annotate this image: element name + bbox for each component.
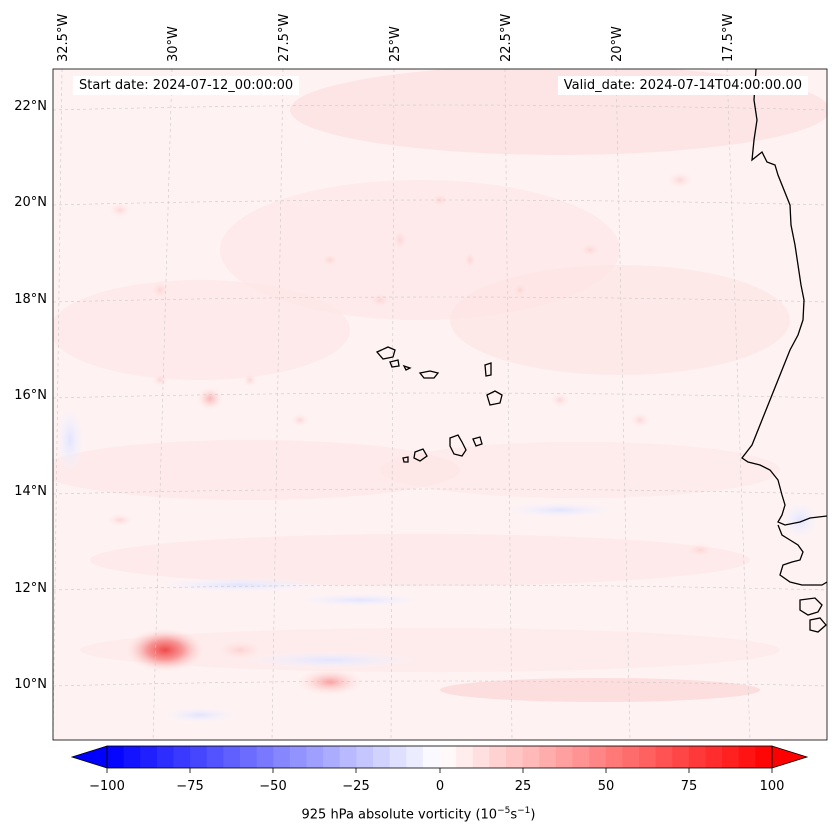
cb-tick-label: −50 [259, 779, 286, 794]
colorbar-cell [555, 746, 573, 768]
longitude-labels: 32.5°W 30°W 27.5°W 25°W 22.5°W 20°W 17.5… [56, 14, 736, 62]
colorbar-cell [356, 746, 374, 768]
colorbar-cell [406, 746, 424, 768]
colorbar-cell [589, 746, 607, 768]
cb-tick-label: −100 [89, 779, 125, 794]
cabo-verde-islands [375, 346, 503, 463]
colorbar-cell [190, 746, 208, 768]
colorbar-cell [688, 746, 706, 768]
colorbar-cell [206, 746, 224, 768]
cb-tick-label: 75 [681, 779, 698, 794]
map-frame [52, 68, 828, 741]
colorbar-cell [323, 746, 341, 768]
colorbar-cell [705, 746, 723, 768]
colorbar-cell [622, 746, 640, 768]
cb-title-mid: s [510, 807, 518, 823]
lat-label: 14°N [14, 484, 47, 499]
cb-tick-label: 25 [515, 779, 532, 794]
lat-label: 16°N [14, 388, 47, 403]
colorbar-cell [655, 746, 673, 768]
colorbar-cell [539, 746, 557, 768]
cb-tick-label: 100 [760, 779, 785, 794]
colorbar-cell [107, 746, 125, 768]
lon-label: 20°W [610, 26, 625, 62]
cb-title-prefix: 925 hPa absolute vorticity (10 [301, 807, 498, 823]
colorbar-max-extend [771, 745, 809, 769]
colorbar-cell [389, 746, 407, 768]
colorbar-cell [572, 746, 590, 768]
colorbar-cell [472, 746, 490, 768]
colorbar-cell [140, 746, 158, 768]
colorbar-cell [489, 746, 507, 768]
lon-label: 32.5°W [56, 14, 71, 62]
colorbar-title: 925 hPa absolute vorticity (10−5s−1) [0, 806, 837, 822]
colorbar-cell [339, 746, 357, 768]
lon-label: 17.5°W [721, 14, 736, 62]
lon-label: 27.5°W [277, 14, 292, 62]
lon-label: 22.5°W [499, 14, 514, 62]
latitude-labels: 22°N 20°N 18°N 16°N 14°N 12°N 10°N [14, 99, 47, 692]
cb-tick-label: −75 [176, 779, 203, 794]
colorbar-cell [156, 746, 174, 768]
colorbar-cells [107, 746, 773, 768]
colorbar-cell [123, 746, 141, 768]
colorbar-cell [223, 746, 241, 768]
lon-label: 25°W [388, 26, 403, 62]
colorbar-tick-labels: −100 −75 −50 −25 0 25 50 75 100 [89, 779, 784, 794]
colorbar-cell [173, 746, 191, 768]
valid-date-label: Valid_date: 2024-07-14T04:00:00.00 [557, 76, 808, 95]
colorbar-cell [722, 746, 740, 768]
colorbar-cell [256, 746, 274, 768]
vorticity-field [53, 69, 827, 740]
cb-title-suffix: ) [530, 807, 536, 823]
colorbar-cell [373, 746, 391, 768]
colorbar-cell [273, 746, 291, 768]
colorbar-cell [422, 746, 440, 768]
cb-title-exp2: −1 [517, 806, 531, 816]
coastline [741, 69, 827, 633]
cb-tick-label: 50 [598, 779, 615, 794]
lat-label: 22°N [14, 99, 47, 114]
colorbar-cell [605, 746, 623, 768]
colorbar-cell [506, 746, 524, 768]
colorbar-cell [738, 746, 756, 768]
colorbar-cell [522, 746, 540, 768]
colorbar-cell [306, 746, 324, 768]
colorbar-cell [439, 746, 457, 768]
lat-label: 10°N [14, 677, 47, 692]
colorbar-ticks [106, 768, 773, 773]
cb-title-exp1: −5 [497, 806, 511, 816]
cb-tick-label: 0 [436, 779, 444, 794]
lat-label: 20°N [14, 195, 47, 210]
colorbar-frame [106, 745, 773, 769]
lat-label: 18°N [14, 292, 47, 307]
lon-label: 30°W [166, 26, 181, 62]
lat-label: 12°N [14, 581, 47, 596]
graticule [53, 69, 827, 740]
start-date-label: Start date: 2024-07-12_00:00:00 [73, 76, 300, 95]
colorbar-cell [456, 746, 474, 768]
colorbar-cell [755, 746, 773, 768]
cb-tick-label: −25 [342, 779, 369, 794]
colorbar-cell [639, 746, 657, 768]
colorbar: −100 −75 −50 −25 0 25 50 75 100 [70, 745, 809, 794]
colorbar-cell [289, 746, 307, 768]
colorbar-cell [672, 746, 690, 768]
colorbar-min-extend [70, 745, 108, 769]
colorbar-cell [240, 746, 258, 768]
